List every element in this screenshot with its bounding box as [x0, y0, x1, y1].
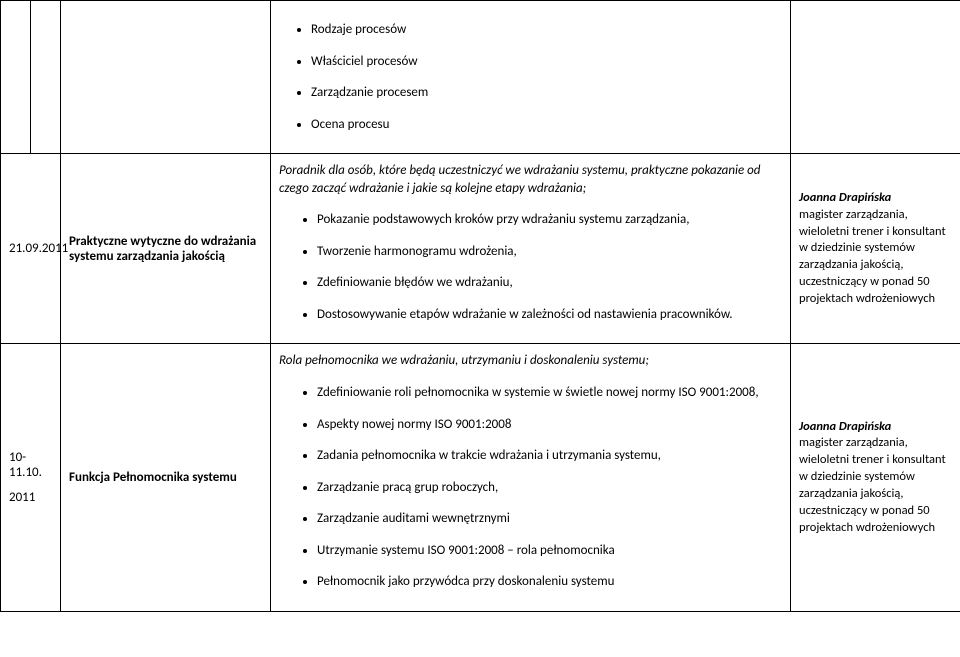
- cell-empty: [61, 1, 271, 154]
- table-row: 21.09.2011 Praktyczne wytyczne do wdraża…: [1, 154, 960, 344]
- cell-empty: [31, 1, 61, 154]
- date-bottom: 2011: [9, 490, 52, 505]
- list-item: Właściciel procesów: [311, 53, 782, 71]
- table-row: Rodzaje procesów Właściciel procesów Zar…: [1, 1, 960, 154]
- list-item: Zarządzanie auditami wewnętrznymi: [317, 510, 782, 528]
- author-name: Joanna Drapińska: [799, 419, 952, 436]
- list-item: Aspekty nowej normy ISO 9001:2008: [317, 416, 782, 434]
- cell-date: 10-11.10. 2011: [1, 344, 61, 611]
- cell-date: 21.09.2011: [1, 154, 61, 344]
- bullet-list: Rodzaje procesów Właściciel procesów Zar…: [279, 21, 782, 133]
- cell-empty: [1, 1, 31, 154]
- cell-content: Rola pełnomocnika we wdrażaniu, utrzyman…: [271, 344, 791, 611]
- author-rest: wieloletni trener i konsultant w dziedzi…: [799, 452, 952, 536]
- cell-content: Rodzaje procesów Właściciel procesów Zar…: [271, 1, 791, 154]
- list-item: Pokazanie podstawowych kroków przy wdraż…: [317, 211, 782, 229]
- author-line: magister zarządzania,: [799, 207, 952, 224]
- list-item: Zdefiniowanie błędów we wdrażaniu,: [317, 274, 782, 292]
- list-item: Zarządzanie procesem: [311, 84, 782, 102]
- schedule-table: Rodzaje procesów Właściciel procesów Zar…: [0, 0, 960, 612]
- list-item: Rodzaje procesów: [311, 21, 782, 39]
- list-item: Tworzenie harmonogramu wdrożenia,: [317, 243, 782, 261]
- list-item: Zdefiniowanie roli pełnomocnika w system…: [317, 384, 782, 402]
- cell-author: Joanna Drapińska magister zarządzania, w…: [791, 154, 960, 344]
- bullet-list: Zdefiniowanie roli pełnomocnika w system…: [279, 384, 782, 591]
- lead-text: Poradnik dla osób, które będą uczestnicz…: [279, 162, 782, 197]
- cell-title: Praktyczne wytyczne do wdrażania systemu…: [61, 154, 271, 344]
- list-item: Pełnomocnik jako przywódca przy doskonal…: [317, 573, 782, 591]
- cell-title: Funkcja Pełnomocnika systemu: [61, 344, 271, 611]
- list-item: Ocena procesu: [311, 116, 782, 134]
- cell-author: Joanna Drapińska magister zarządzania, w…: [791, 344, 960, 611]
- list-item: Zadania pełnomocnika w trakcie wdrażania…: [317, 447, 782, 465]
- cell-empty: [791, 1, 960, 154]
- list-item: Zarządzanie pracą grup roboczych,: [317, 479, 782, 497]
- date-top: 10-11.10.: [9, 450, 52, 480]
- author-rest: wieloletni trener i konsultant w dziedzi…: [799, 224, 952, 308]
- bullet-list: Pokazanie podstawowych kroków przy wdraż…: [279, 211, 782, 323]
- list-item: Dostosowywanie etapów wdrażanie w zależn…: [317, 306, 782, 324]
- author-name: Joanna Drapińska: [799, 190, 952, 207]
- lead-text: Rola pełnomocnika we wdrażaniu, utrzyman…: [279, 352, 782, 370]
- table-row: 10-11.10. 2011 Funkcja Pełnomocnika syst…: [1, 344, 960, 611]
- author-line: magister zarządzania,: [799, 435, 952, 452]
- cell-content: Poradnik dla osób, które będą uczestnicz…: [271, 154, 791, 344]
- list-item: Utrzymanie systemu ISO 9001:2008 – rola …: [317, 542, 782, 560]
